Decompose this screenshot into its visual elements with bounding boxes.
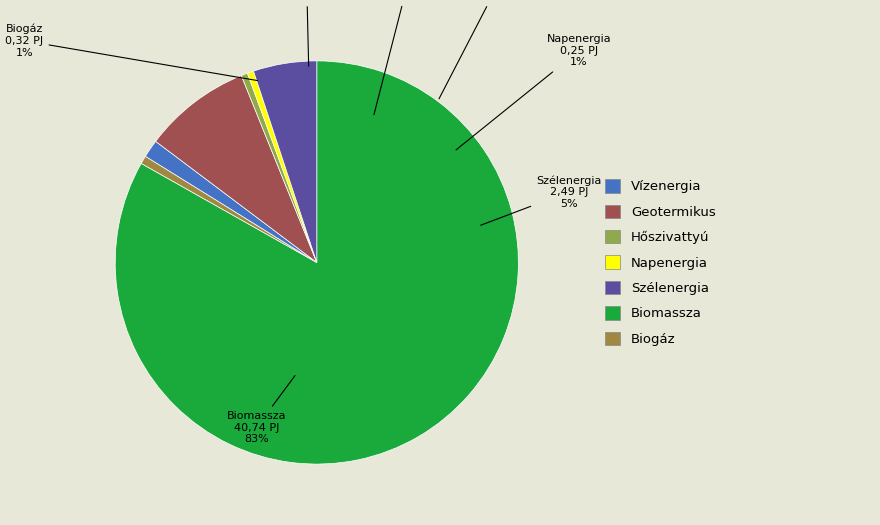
Wedge shape [145, 141, 317, 262]
Text: Biogáz
0,32 PJ
1%: Biogáz 0,32 PJ 1% [5, 24, 258, 81]
Wedge shape [115, 61, 518, 464]
Text: Biomassza
40,74 PJ
83%: Biomassza 40,74 PJ 83% [226, 375, 295, 444]
Text: Geotermikus
4,23 PJ
9%: Geotermikus 4,23 PJ 9% [372, 0, 443, 114]
Text: Szélenergia
2,49 PJ
5%: Szélenergia 2,49 PJ 5% [480, 175, 602, 225]
Wedge shape [141, 156, 317, 262]
Wedge shape [241, 73, 317, 262]
Wedge shape [253, 61, 317, 262]
Text: Hőszivattyú
0,25 PJ
0%: Hőszivattyú 0,25 PJ 0% [439, 0, 532, 99]
Text: Napenergia
0,25 PJ
1%: Napenergia 0,25 PJ 1% [456, 34, 612, 150]
Legend: Vízenergia, Geotermikus, Hőszivattyú, Napenergia, Szélenergia, Biomassza, Biogáz: Vízenergia, Geotermikus, Hőszivattyú, Na… [600, 175, 720, 350]
Wedge shape [247, 71, 317, 262]
Text: Vízenergia
0,70 PJ
1%: Vízenergia 0,70 PJ 1% [277, 0, 336, 66]
Wedge shape [156, 76, 317, 262]
